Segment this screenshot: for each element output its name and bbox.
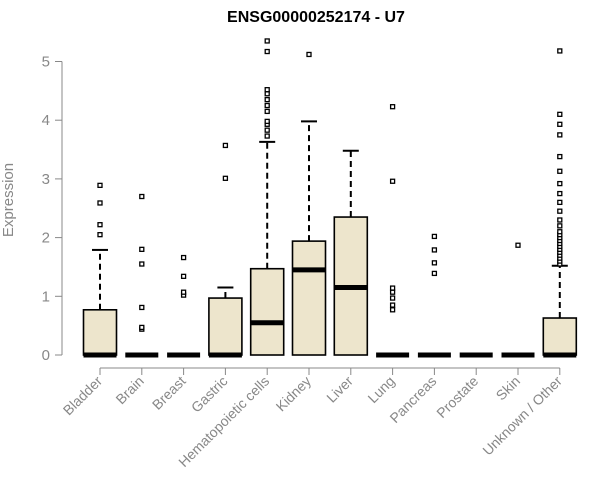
box-group — [125, 193, 159, 358]
x-tick-label: Liver — [323, 373, 356, 406]
box-group — [291, 51, 327, 356]
x-tick-label: Kidney — [273, 373, 315, 415]
x-tick-label: Breast — [149, 373, 189, 413]
outlier-point — [180, 254, 187, 261]
outlier-point — [97, 232, 103, 238]
outlier-point — [389, 307, 396, 313]
y-tick-label: 2 — [42, 230, 50, 247]
outlier-point — [515, 242, 521, 248]
outlier-point — [139, 246, 145, 252]
y-tick-label: 5 — [42, 54, 50, 71]
outlier-point — [139, 261, 145, 267]
outlier-point — [389, 104, 396, 110]
box-group — [249, 38, 285, 356]
outlier-point — [97, 182, 103, 189]
outlier-point — [557, 132, 563, 138]
box-group — [167, 254, 201, 358]
x-tick-label: Brain — [112, 373, 146, 407]
box-iqr — [208, 297, 243, 356]
outlier-point — [557, 199, 563, 206]
plot-area — [82, 38, 578, 358]
y-axis: 0 1 2 3 4 5 — [42, 54, 63, 364]
box-iqr — [82, 309, 118, 356]
outlier-point — [264, 133, 270, 139]
box-group — [501, 242, 535, 358]
outlier-point — [389, 302, 396, 308]
outlier-point — [264, 108, 270, 115]
box-group — [82, 182, 118, 358]
x-tick-label: Lung — [364, 373, 397, 406]
outlier-point — [139, 304, 145, 311]
box-group — [208, 142, 243, 358]
outlier-point — [97, 222, 103, 228]
outlier-point — [222, 142, 229, 149]
outlier-point — [389, 178, 396, 184]
box-group — [542, 48, 578, 358]
outlier-point — [431, 270, 438, 277]
outlier-point — [557, 153, 563, 160]
outlier-point — [139, 193, 145, 200]
box-group — [333, 149, 369, 356]
outlier-point — [97, 200, 103, 206]
outlier-point — [557, 121, 563, 127]
outlier-point — [389, 295, 396, 301]
x-tick-label: Bladder — [60, 373, 106, 419]
outlier-point — [557, 48, 563, 54]
outlier-point — [264, 97, 270, 103]
outlier-point — [264, 118, 270, 125]
outlier-point — [264, 38, 270, 44]
x-tick-label: Prostate — [433, 373, 481, 421]
outlier-point — [264, 91, 270, 97]
y-axis-label: Expression — [0, 163, 17, 237]
y-tick-label: 3 — [42, 171, 50, 188]
box-iqr — [542, 317, 578, 356]
y-tick-label: 0 — [42, 347, 50, 364]
outlier-point — [557, 190, 563, 197]
outlier-point — [264, 127, 270, 133]
chart-title: ENSG00000252174 - U7 — [227, 9, 405, 26]
outlier-point — [389, 289, 396, 295]
outlier-point — [557, 168, 563, 174]
outlier-point — [431, 233, 438, 240]
outlier-point — [557, 208, 563, 214]
outlier-point — [389, 285, 396, 291]
outlier-point — [264, 87, 270, 93]
outlier-point — [431, 247, 438, 253]
box-iqr — [291, 240, 327, 356]
outlier-point — [557, 223, 563, 229]
outlier-point — [264, 102, 270, 109]
x-tick-label: Skin — [493, 373, 524, 404]
outlier-point — [557, 111, 563, 117]
box-group — [417, 233, 451, 358]
outlier-point — [139, 324, 145, 331]
box-iqr — [249, 267, 285, 356]
outlier-point — [222, 175, 229, 181]
x-tick-label: Unknown / Other — [479, 373, 565, 459]
outlier-point — [557, 180, 563, 187]
outlier-point — [306, 51, 312, 58]
box-group — [376, 104, 410, 358]
outlier-point — [264, 48, 270, 55]
outlier-point — [557, 229, 563, 235]
outlier-point — [431, 260, 438, 266]
outlier-point — [180, 289, 187, 295]
outlier-point — [557, 217, 563, 223]
outlier-point — [180, 273, 187, 279]
y-tick-label: 4 — [42, 112, 50, 129]
y-tick-label: 1 — [42, 288, 50, 305]
